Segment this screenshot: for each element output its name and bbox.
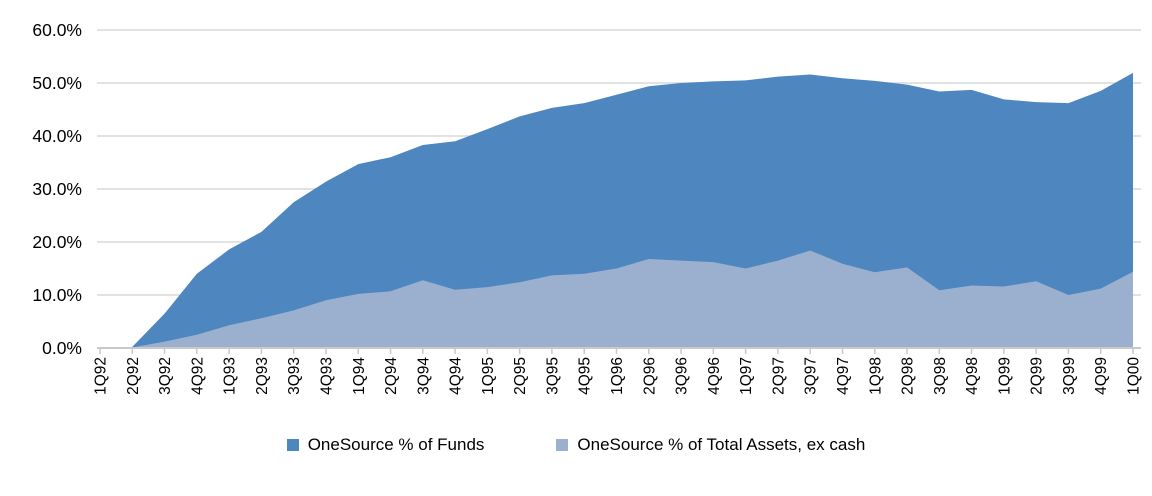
x-tick-label: 3Q92	[157, 357, 174, 395]
area-series-total-assets	[100, 250, 1133, 348]
x-tick-label: 3Q98	[932, 357, 949, 395]
y-tick-label: 0.0%	[42, 338, 82, 358]
x-tick-label: 4Q94	[448, 357, 465, 395]
x-tick-label: 1Q97	[738, 357, 755, 395]
x-tick-label: 2Q99	[1029, 357, 1046, 395]
x-tick-label: 4Q99	[1093, 357, 1110, 395]
x-tick-label: 1Q96	[609, 357, 626, 395]
x-tick-label: 1Q95	[480, 357, 497, 395]
y-tick-label: 60.0%	[32, 20, 82, 40]
x-tick-label: 2Q97	[770, 357, 787, 395]
y-tick-label: 20.0%	[32, 232, 82, 252]
legend-item-funds: OneSource % of Funds	[286, 435, 485, 454]
legend-swatch-total-assets-icon	[556, 438, 569, 451]
y-tick-label: 40.0%	[32, 126, 82, 146]
x-tick-label: 3Q95	[544, 357, 561, 395]
x-tick-label: 3Q99	[1061, 357, 1078, 395]
legend-label-total-assets: OneSource % of Total Assets, ex cash	[577, 435, 866, 454]
legend-item-total-assets: OneSource % of Total Assets, ex cash	[556, 436, 865, 453]
x-tick-label: 1Q92	[93, 357, 110, 395]
x-tick-label: 4Q92	[189, 357, 206, 395]
x-tick-label: 4Q97	[835, 357, 852, 395]
x-tick-label: 2Q95	[512, 357, 529, 395]
legend-label-funds: OneSource % of Funds	[307, 435, 485, 454]
x-tick-label: 4Q96	[706, 357, 723, 395]
y-tick-label: 30.0%	[32, 179, 82, 199]
x-tick-label: 2Q93	[254, 357, 271, 395]
x-tick-label: 2Q92	[125, 357, 142, 395]
x-tick-label: 1Q98	[867, 357, 884, 395]
x-tick-label: 2Q98	[900, 357, 917, 395]
x-tick-label: 4Q98	[964, 357, 981, 395]
y-tick-label: 50.0%	[32, 73, 82, 93]
x-tick-label: 2Q94	[383, 357, 400, 395]
legend-swatch-funds-icon	[286, 438, 299, 451]
x-tick-label: 2Q96	[641, 357, 658, 395]
x-tick-label: 1Q93	[222, 357, 239, 395]
x-tick-label: 4Q95	[577, 357, 594, 395]
x-tick-label: 4Q93	[318, 357, 335, 395]
x-tick-label: 1Q00	[1126, 357, 1143, 395]
area-chart: 0.0% 10.0% 20.0% 30.0% 40.0% 50.0% 60.0% 1Q92 2Q…	[32, 20, 1143, 395]
x-tick-label: 3Q93	[286, 357, 303, 395]
x-tick-label: 1Q99	[996, 357, 1013, 395]
x-tick-label: 3Q94	[415, 357, 432, 395]
x-tick-label: 3Q97	[803, 357, 820, 395]
x-tick-label: 3Q96	[674, 357, 691, 395]
y-tick-label: 10.0%	[32, 285, 82, 305]
x-tick-label: 1Q94	[351, 357, 368, 395]
chart-legend: OneSource % of Funds OneSource % of Tota…	[0, 436, 1152, 453]
